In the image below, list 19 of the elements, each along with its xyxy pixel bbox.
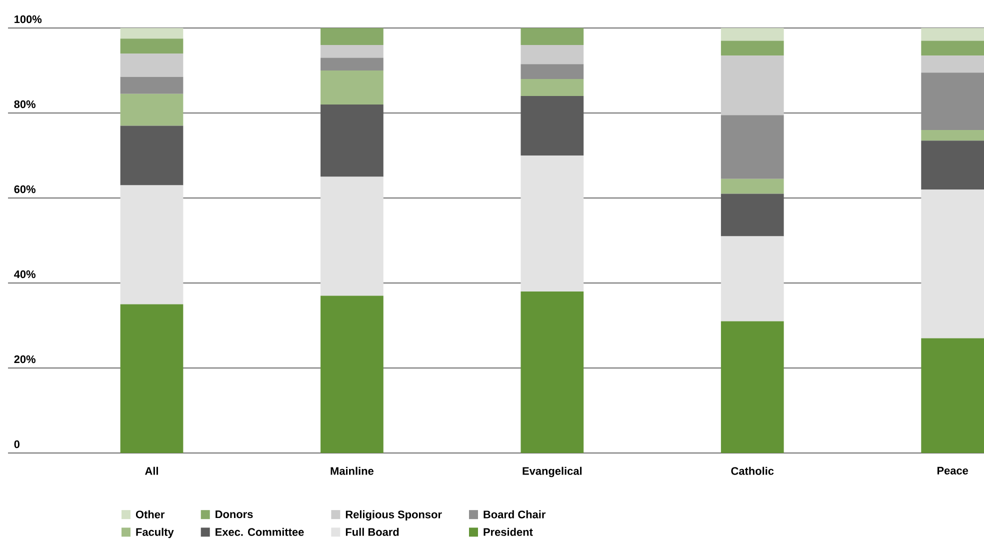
y-tick-label: 80% [14, 100, 36, 108]
y-tick-label: 60% [14, 185, 36, 194]
y-tick-label: 100% [14, 15, 42, 24]
legend-label: Donors [216, 510, 253, 518]
y-tick-label: 0 [14, 440, 20, 448]
x-tick-label: Catholic [731, 466, 774, 475]
legend-label: Exec. Committee [216, 528, 304, 536]
y-tick-label: 40% [14, 270, 36, 278]
legend-label: President [484, 528, 533, 536]
legend-label: Faculty [136, 528, 174, 538]
x-tick-label: All [145, 466, 158, 475]
x-tick-label: Peace [937, 466, 968, 474]
y-tick-label: 20% [14, 355, 36, 364]
x-tick-label: Mainline [330, 466, 374, 475]
legend-label: Board Chair [484, 510, 546, 518]
x-tick-label: Evangelical [522, 466, 582, 478]
legend-label: Other [136, 510, 165, 518]
legend-label: Religious Sponsor [346, 510, 442, 521]
legend-label: Full Board [346, 528, 399, 536]
